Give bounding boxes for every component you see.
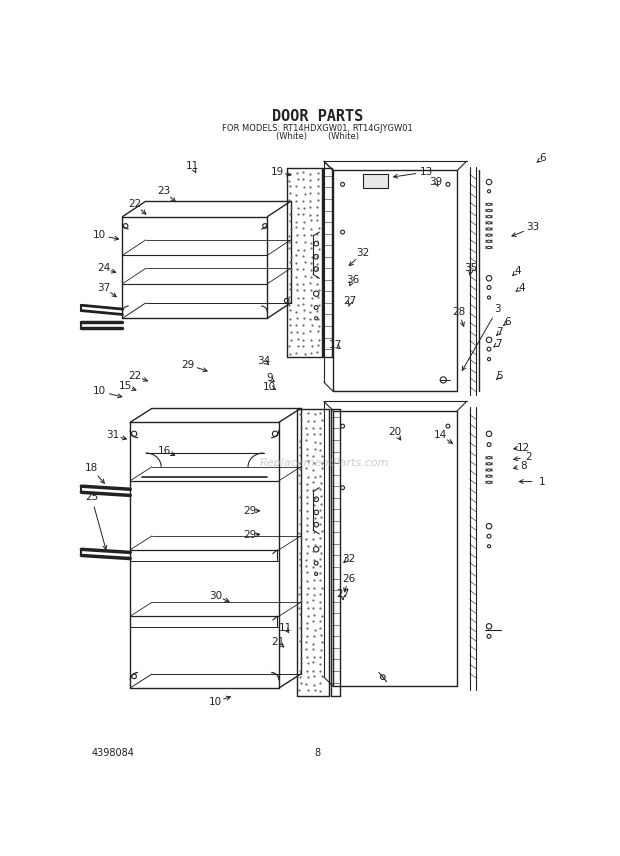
Text: 39: 39: [429, 177, 442, 187]
Text: 28: 28: [452, 307, 466, 318]
Text: 10: 10: [263, 382, 277, 392]
Text: 12: 12: [516, 443, 529, 453]
Text: 19: 19: [271, 167, 284, 177]
Text: 16: 16: [157, 446, 171, 455]
Text: 4398084: 4398084: [92, 748, 135, 758]
Text: 9: 9: [267, 373, 273, 383]
Text: 30: 30: [209, 591, 222, 601]
Text: 33: 33: [526, 223, 540, 233]
Text: 22: 22: [128, 199, 141, 210]
Text: 27: 27: [343, 296, 357, 306]
Text: 4: 4: [515, 265, 521, 276]
Text: 17: 17: [329, 341, 342, 350]
Text: 14: 14: [433, 431, 447, 440]
Text: (White)        (White): (White) (White): [277, 132, 359, 141]
Text: 8: 8: [520, 461, 526, 471]
Text: 4: 4: [518, 282, 525, 293]
Text: 26: 26: [342, 574, 355, 584]
Text: 31: 31: [107, 431, 120, 440]
Text: 15: 15: [119, 381, 132, 391]
Text: 22: 22: [128, 371, 141, 381]
Text: 36: 36: [346, 275, 359, 285]
Text: 10: 10: [209, 697, 222, 707]
Text: 11: 11: [185, 161, 199, 171]
Text: 25: 25: [85, 492, 98, 502]
Text: 29: 29: [243, 506, 256, 516]
Text: ReplacementParts.com: ReplacementParts.com: [260, 458, 389, 468]
Text: 1: 1: [539, 477, 546, 486]
Text: 5: 5: [497, 371, 503, 381]
Text: 34: 34: [257, 356, 270, 366]
Text: 3: 3: [494, 304, 501, 314]
Bar: [363, 175, 388, 188]
Text: FOR MODELS: RT14HDXGW01, RT14GJYGW01: FOR MODELS: RT14HDXGW01, RT14GJYGW01: [223, 123, 413, 133]
Text: 7: 7: [495, 339, 502, 348]
Text: 13: 13: [420, 167, 433, 177]
Text: DOOR PARTS: DOOR PARTS: [272, 109, 363, 124]
Text: 6: 6: [539, 153, 546, 163]
Text: 6: 6: [504, 318, 511, 327]
Text: 7: 7: [497, 327, 503, 337]
Text: 35: 35: [464, 264, 478, 273]
Text: 29: 29: [243, 531, 256, 540]
Text: 37: 37: [97, 282, 110, 293]
Text: 21: 21: [271, 637, 284, 647]
Text: 23: 23: [157, 187, 171, 196]
Text: 20: 20: [389, 427, 402, 437]
Text: 8: 8: [315, 748, 321, 758]
Text: 18: 18: [85, 463, 98, 473]
Text: 29: 29: [181, 360, 194, 370]
Text: 32: 32: [342, 554, 355, 563]
Text: 10: 10: [92, 386, 106, 396]
Text: 2: 2: [525, 452, 532, 462]
Text: 10: 10: [92, 230, 106, 241]
Text: 24: 24: [97, 264, 110, 273]
Text: 32: 32: [356, 248, 370, 258]
Text: 11: 11: [278, 623, 292, 633]
Text: 27: 27: [336, 589, 349, 599]
